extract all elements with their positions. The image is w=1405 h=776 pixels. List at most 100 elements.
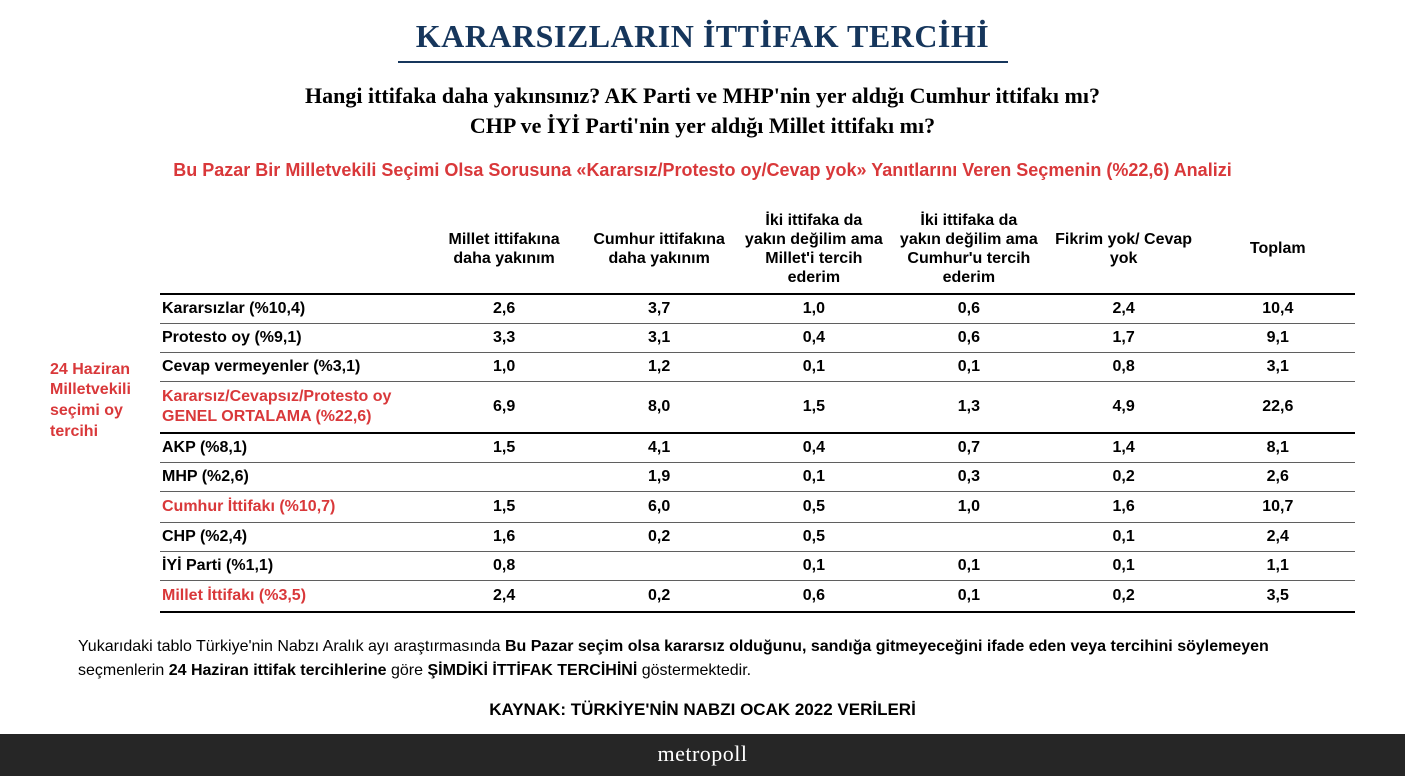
cell: 8,0	[582, 382, 737, 434]
footnote-part: göstermektedir.	[637, 662, 751, 679]
col-header: Millet ittifakına daha yakınım	[427, 205, 582, 295]
cell: 0,6	[737, 581, 891, 613]
cell: 6,0	[582, 492, 737, 523]
col-header: İki ittifaka da yakın değilim ama Millet…	[737, 205, 891, 295]
cell: 0,2	[582, 581, 737, 613]
row-label: AKP (%8,1)	[160, 433, 427, 463]
cell: 3,7	[582, 294, 737, 324]
cell: 2,4	[1201, 523, 1355, 552]
cell: 1,4	[1047, 433, 1201, 463]
row-label: İYİ Parti (%1,1)	[160, 552, 427, 581]
cell: 0,1	[737, 353, 891, 382]
footnote: Yukarıdaki tablo Türkiye'nin Nabzı Aralı…	[78, 635, 1327, 681]
cell: 2,4	[427, 581, 582, 613]
cell: 1,2	[582, 353, 737, 382]
cell: 22,6	[1201, 382, 1355, 434]
cell: 3,3	[427, 324, 582, 353]
table-row: İYİ Parti (%1,1)0,80,10,10,11,1	[160, 552, 1355, 581]
col-header: Cumhur ittifakına daha yakınım	[582, 205, 737, 295]
cell: 10,7	[1201, 492, 1355, 523]
cell: 3,1	[1201, 353, 1355, 382]
cell: 0,5	[737, 492, 891, 523]
footnote-bold: 24 Haziran ittifak tercihlerine	[169, 662, 387, 679]
source-line: KAYNAK: TÜRKİYE'NİN NABZI OCAK 2022 VERİ…	[50, 700, 1355, 720]
row-label: Cumhur İttifakı (%10,7)	[160, 492, 427, 523]
cell: 9,1	[1201, 324, 1355, 353]
cell: 1,3	[891, 382, 1047, 434]
col-header: Fikrim yok/ Cevap yok	[1047, 205, 1201, 295]
cell: 0,5	[737, 523, 891, 552]
footnote-part: seçmenlerin	[78, 662, 169, 679]
row-label: MHP (%2,6)	[160, 463, 427, 492]
table-row: Cumhur İttifakı (%10,7)1,56,00,51,01,610…	[160, 492, 1355, 523]
col-header: İki ittifaka da yakın değilim ama Cumhur…	[891, 205, 1047, 295]
cell: 1,5	[427, 492, 582, 523]
cell: 0,2	[582, 523, 737, 552]
table-row: Cevap vermeyenler (%3,1)1,01,20,10,10,83…	[160, 353, 1355, 382]
cell: 0,6	[891, 294, 1047, 324]
cell: 6,9	[427, 382, 582, 434]
footnote-part: Yukarıdaki tablo Türkiye'nin Nabzı Aralı…	[78, 638, 505, 655]
table-row: AKP (%8,1)1,54,10,40,71,48,1	[160, 433, 1355, 463]
cell: 0,7	[891, 433, 1047, 463]
cell: 1,5	[737, 382, 891, 434]
cell: 3,1	[582, 324, 737, 353]
cell: 0,2	[1047, 463, 1201, 492]
row-group-label: 24 Haziran Milletvekili seçimi oy tercih…	[50, 205, 160, 614]
cell: 0,1	[891, 552, 1047, 581]
cell: 2,6	[1201, 463, 1355, 492]
cell: 1,5	[427, 433, 582, 463]
cell: 1,6	[427, 523, 582, 552]
cell: 1,0	[891, 492, 1047, 523]
row-label: Millet İttifakı (%3,5)	[160, 581, 427, 613]
cell	[427, 463, 582, 492]
page-title: KARARSIZLARIN İTTİFAK TERCİHİ	[50, 18, 1355, 55]
cell: 1,1	[1201, 552, 1355, 581]
table-row: CHP (%2,4)1,60,20,5 0,12,4	[160, 523, 1355, 552]
row-label: CHP (%2,4)	[160, 523, 427, 552]
cell: 2,4	[1047, 294, 1201, 324]
cell: 3,5	[1201, 581, 1355, 613]
cell: 0,8	[1047, 353, 1201, 382]
cell: 1,7	[1047, 324, 1201, 353]
table-row: Protesto oy (%9,1)3,33,10,40,61,79,1	[160, 324, 1355, 353]
table-row: Kararsızlar (%10,4)2,63,71,00,62,410,4	[160, 294, 1355, 324]
subtitle-question: Hangi ittifaka daha yakınsınız? AK Parti…	[50, 81, 1355, 140]
cell: 0,1	[1047, 523, 1201, 552]
table-row: Millet İttifakı (%3,5)2,40,20,60,10,23,5	[160, 581, 1355, 613]
cell: 0,1	[737, 463, 891, 492]
table-row: MHP (%2,6)1,90,10,30,22,6	[160, 463, 1355, 492]
row-label: Kararsız/Cevapsız/Protesto oyGENEL ORTAL…	[160, 382, 427, 434]
row-label: Kararsızlar (%10,4)	[160, 294, 427, 324]
cell: 4,1	[582, 433, 737, 463]
cell: 1,0	[737, 294, 891, 324]
footnote-bold: Bu Pazar seçim olsa kararsız olduğunu, s…	[505, 638, 1269, 655]
cell: 1,9	[582, 463, 737, 492]
cell: 0,1	[891, 353, 1047, 382]
footnote-part: göre	[387, 662, 428, 679]
subtitle-line1: Hangi ittifaka daha yakınsınız? AK Parti…	[305, 83, 1100, 108]
col-header: Toplam	[1201, 205, 1355, 295]
cell: 0,6	[891, 324, 1047, 353]
data-table: Millet ittifakına daha yakınım Cumhur it…	[160, 205, 1355, 614]
table-header-row: Millet ittifakına daha yakınım Cumhur it…	[160, 205, 1355, 295]
footnote-bold: ŞİMDİKİ İTTİFAK TERCİHİNİ	[427, 662, 637, 679]
cell	[891, 523, 1047, 552]
cell: 0,1	[1047, 552, 1201, 581]
cell	[582, 552, 737, 581]
cell: 1,0	[427, 353, 582, 382]
cell: 8,1	[1201, 433, 1355, 463]
row-label: Protesto oy (%9,1)	[160, 324, 427, 353]
cell: 0,4	[737, 324, 891, 353]
cell: 0,1	[737, 552, 891, 581]
subtitle-line2: CHP ve İYİ Parti'nin yer aldığı Millet i…	[470, 113, 935, 138]
cell: 10,4	[1201, 294, 1355, 324]
cell: 1,6	[1047, 492, 1201, 523]
subtitle-analysis: Bu Pazar Bir Milletvekili Seçimi Olsa So…	[50, 158, 1355, 182]
cell: 0,8	[427, 552, 582, 581]
cell: 4,9	[1047, 382, 1201, 434]
title-underline	[398, 61, 1008, 63]
row-label: Cevap vermeyenler (%3,1)	[160, 353, 427, 382]
cell: 0,1	[891, 581, 1047, 613]
cell: 2,6	[427, 294, 582, 324]
